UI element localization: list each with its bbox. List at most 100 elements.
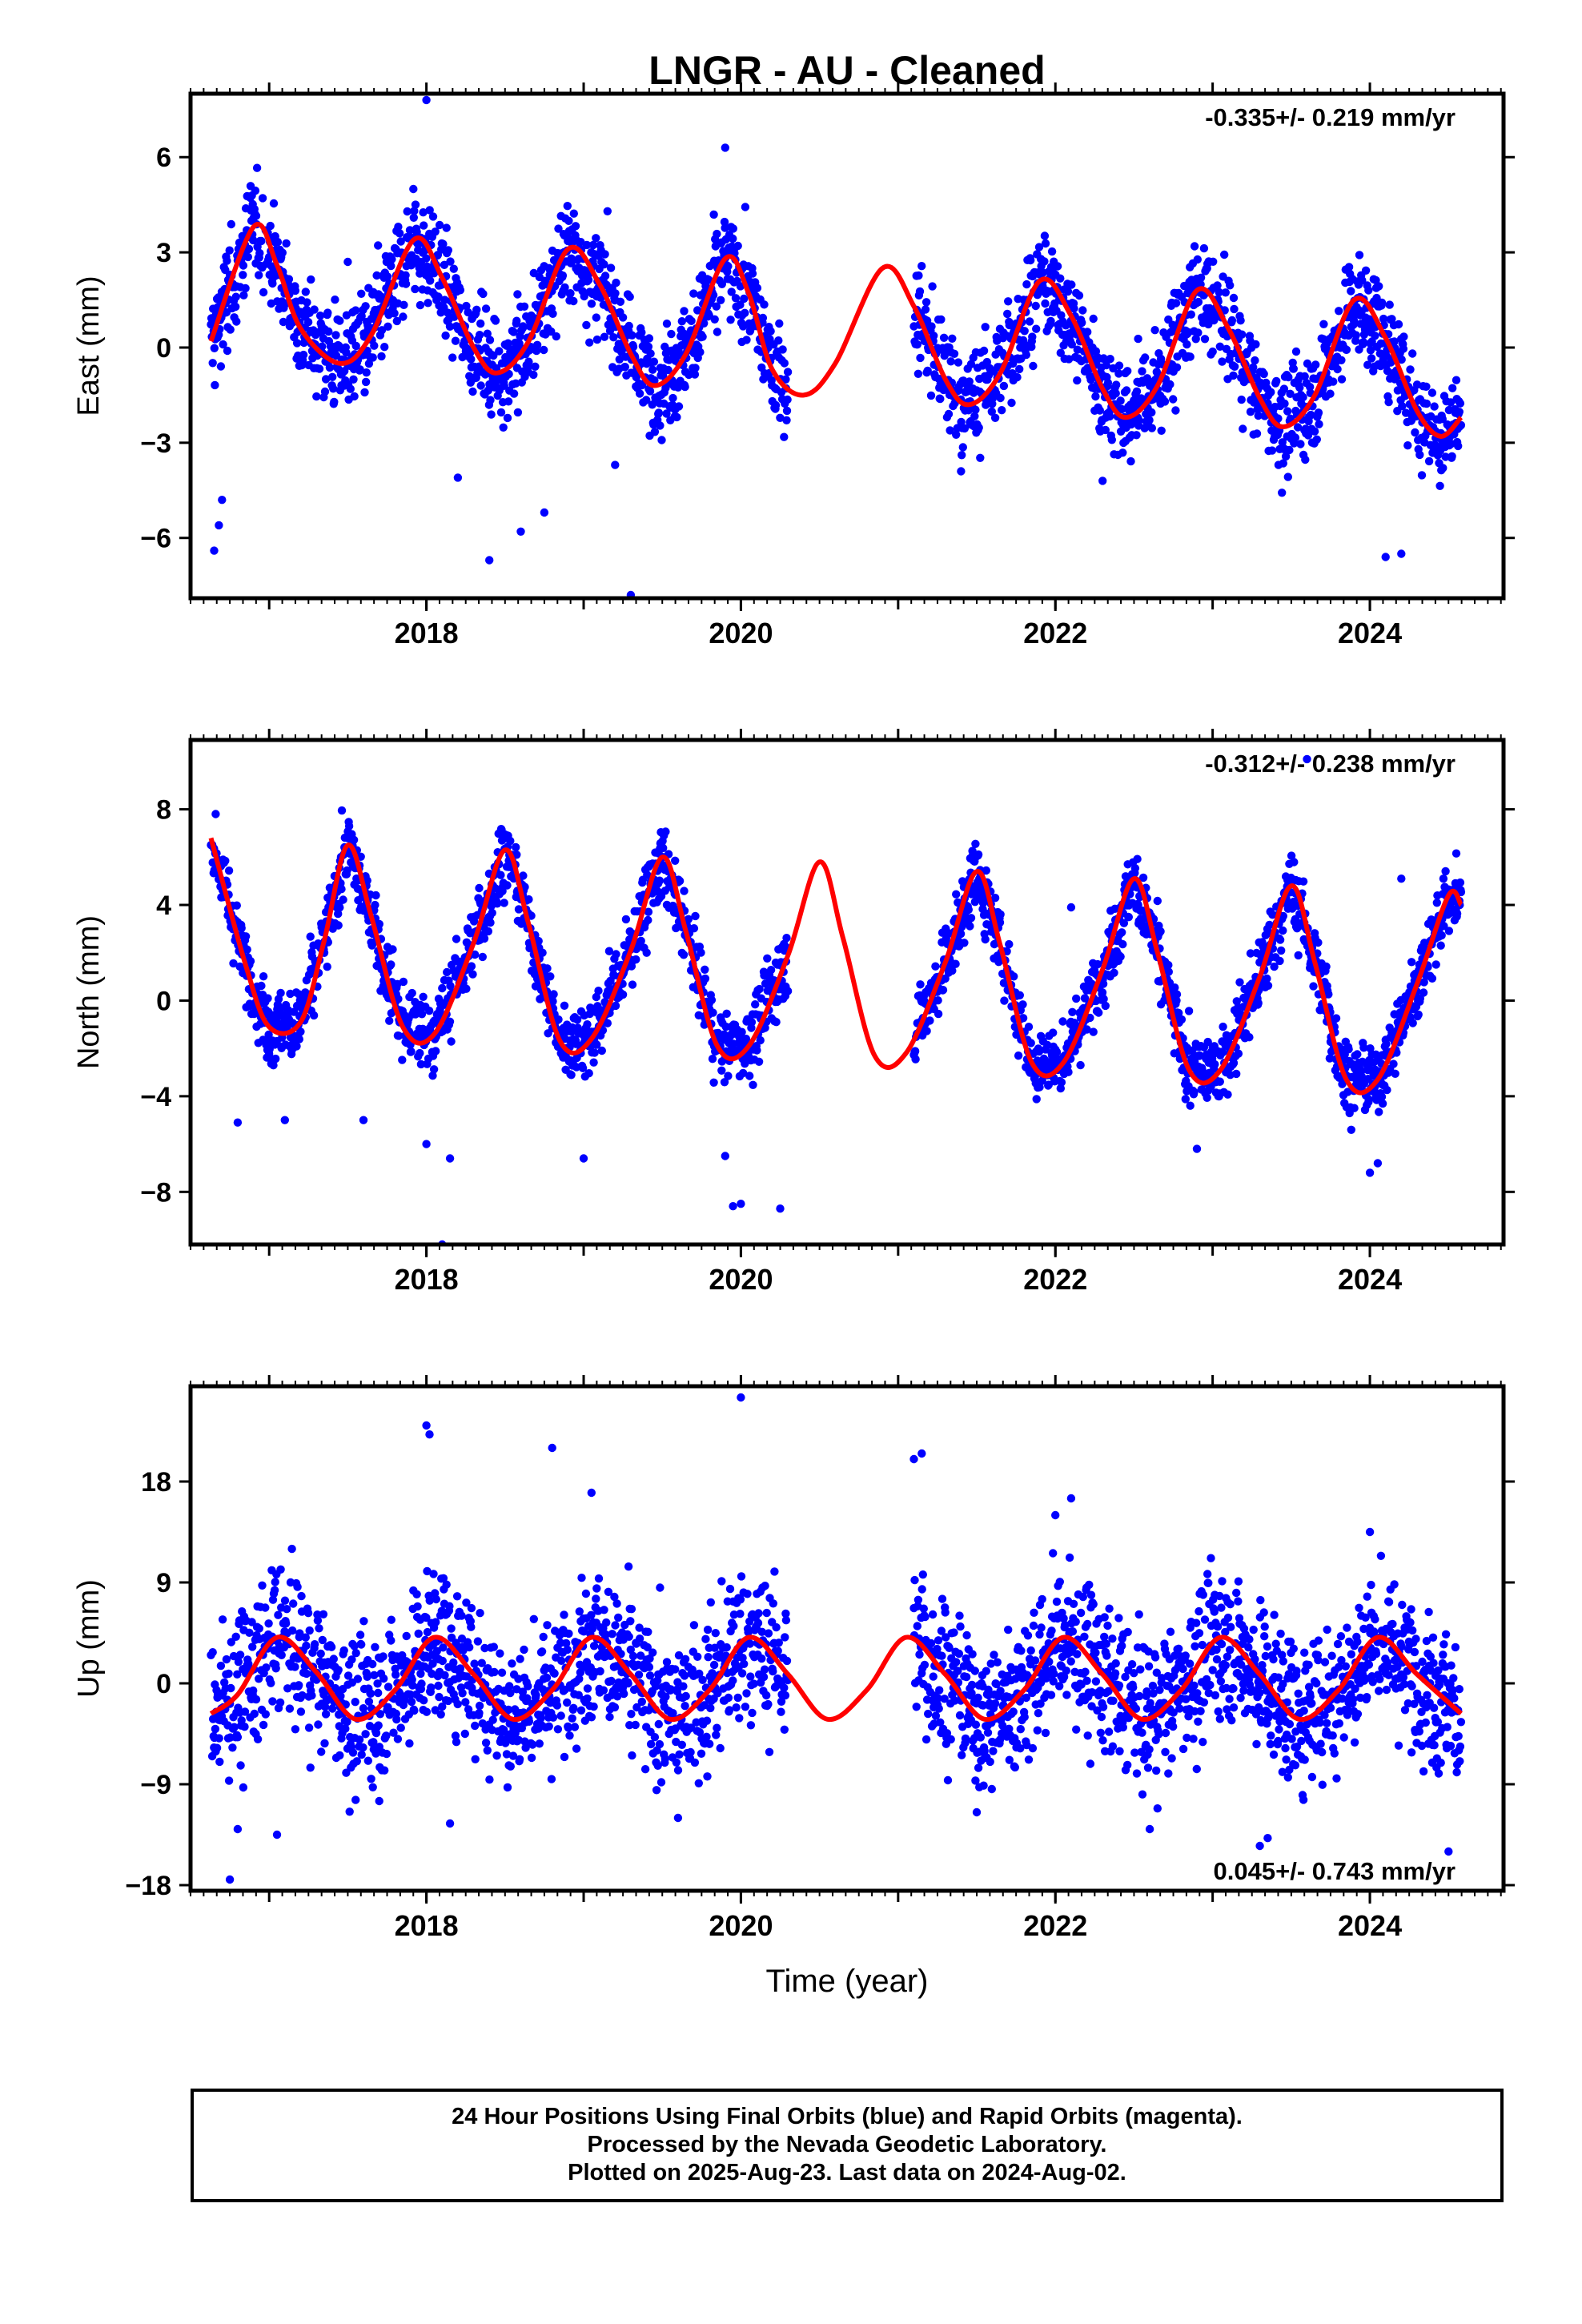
data-point xyxy=(1394,320,1403,329)
data-point xyxy=(637,328,646,337)
data-point xyxy=(1169,395,1178,404)
data-point xyxy=(225,246,234,255)
data-point xyxy=(760,300,769,309)
data-point xyxy=(431,227,440,236)
data-point xyxy=(546,972,555,981)
data-point xyxy=(990,894,1000,903)
data-point xyxy=(585,338,594,347)
data-point xyxy=(241,932,251,941)
data-point xyxy=(1119,919,1129,927)
data-point xyxy=(315,364,324,373)
data-point xyxy=(644,915,652,925)
data-point xyxy=(745,1072,754,1080)
data-point xyxy=(534,936,543,946)
data-point xyxy=(1306,383,1315,392)
model-curve-panel-1 xyxy=(208,222,1464,439)
data-point xyxy=(512,850,521,859)
data-point xyxy=(693,306,702,315)
data-point xyxy=(618,990,628,999)
data-point xyxy=(434,292,443,301)
data-point xyxy=(1246,949,1255,958)
data-point xyxy=(1431,960,1440,969)
data-point xyxy=(383,272,392,281)
data-point xyxy=(1439,875,1448,883)
outlier-point xyxy=(422,95,431,105)
data-point xyxy=(312,392,321,401)
data-point xyxy=(661,827,670,836)
data-point xyxy=(922,316,932,325)
data-point xyxy=(1209,257,1218,266)
data-point xyxy=(1118,404,1126,414)
data-point xyxy=(1186,310,1196,319)
data-point xyxy=(1234,1049,1243,1058)
data-point xyxy=(237,923,246,933)
data-point xyxy=(1331,1014,1341,1023)
data-point xyxy=(1057,1078,1066,1087)
data-point xyxy=(301,287,310,296)
data-point xyxy=(485,336,495,344)
data-point xyxy=(675,876,685,886)
data-point xyxy=(1134,416,1143,425)
data-point xyxy=(680,307,689,316)
data-point xyxy=(1147,424,1157,432)
data-point xyxy=(1284,372,1293,382)
data-point xyxy=(1112,380,1121,389)
data-point xyxy=(1006,319,1015,328)
data-point xyxy=(531,362,540,371)
data-point xyxy=(478,952,487,962)
data-point xyxy=(659,371,668,380)
data-point xyxy=(1074,291,1084,300)
data-point xyxy=(547,327,556,336)
data-point xyxy=(1452,909,1462,918)
data-point xyxy=(320,387,330,396)
data-point xyxy=(917,262,926,271)
data-point xyxy=(751,1000,760,1009)
model-curve-panel-2 xyxy=(208,837,1464,1096)
data-point xyxy=(677,317,686,326)
data-point xyxy=(243,945,251,954)
data-point xyxy=(707,995,717,1005)
data-point xyxy=(940,352,949,360)
data-point xyxy=(1337,375,1347,384)
data-point xyxy=(1041,299,1050,308)
data-point xyxy=(1333,364,1342,374)
data-point xyxy=(1314,408,1323,417)
data-point xyxy=(231,302,240,312)
data-point xyxy=(310,305,319,314)
data-point xyxy=(709,1078,718,1088)
data-point xyxy=(543,964,552,973)
data-point xyxy=(1307,410,1315,420)
data-point xyxy=(938,986,948,995)
data-point xyxy=(1122,386,1131,395)
data-point xyxy=(922,1027,931,1035)
data-point xyxy=(1335,307,1343,316)
data-point xyxy=(1073,345,1082,354)
data-point xyxy=(1446,398,1456,407)
data-point xyxy=(1259,369,1268,379)
data-point xyxy=(1279,384,1289,393)
data-point xyxy=(513,408,523,417)
data-point xyxy=(344,822,354,830)
data-point xyxy=(572,1039,580,1048)
data-point xyxy=(1110,968,1118,978)
data-point xyxy=(1082,1025,1091,1034)
data-point xyxy=(462,984,471,993)
data-point xyxy=(1295,383,1304,392)
data-point xyxy=(632,372,640,382)
data-point xyxy=(1052,1047,1062,1056)
data-point xyxy=(1311,360,1320,369)
data-point xyxy=(717,1066,726,1076)
data-point xyxy=(1007,398,1016,408)
data-point xyxy=(1342,345,1351,354)
data-point xyxy=(1232,997,1242,1006)
data-point xyxy=(960,939,969,947)
data-point xyxy=(1171,406,1180,415)
data-point xyxy=(571,222,580,231)
data-point xyxy=(1419,988,1428,997)
data-point xyxy=(1208,347,1217,356)
data-point xyxy=(399,977,408,987)
data-point xyxy=(698,332,707,341)
data-point xyxy=(445,322,455,331)
data-point xyxy=(578,1063,588,1073)
data-point xyxy=(603,207,612,215)
